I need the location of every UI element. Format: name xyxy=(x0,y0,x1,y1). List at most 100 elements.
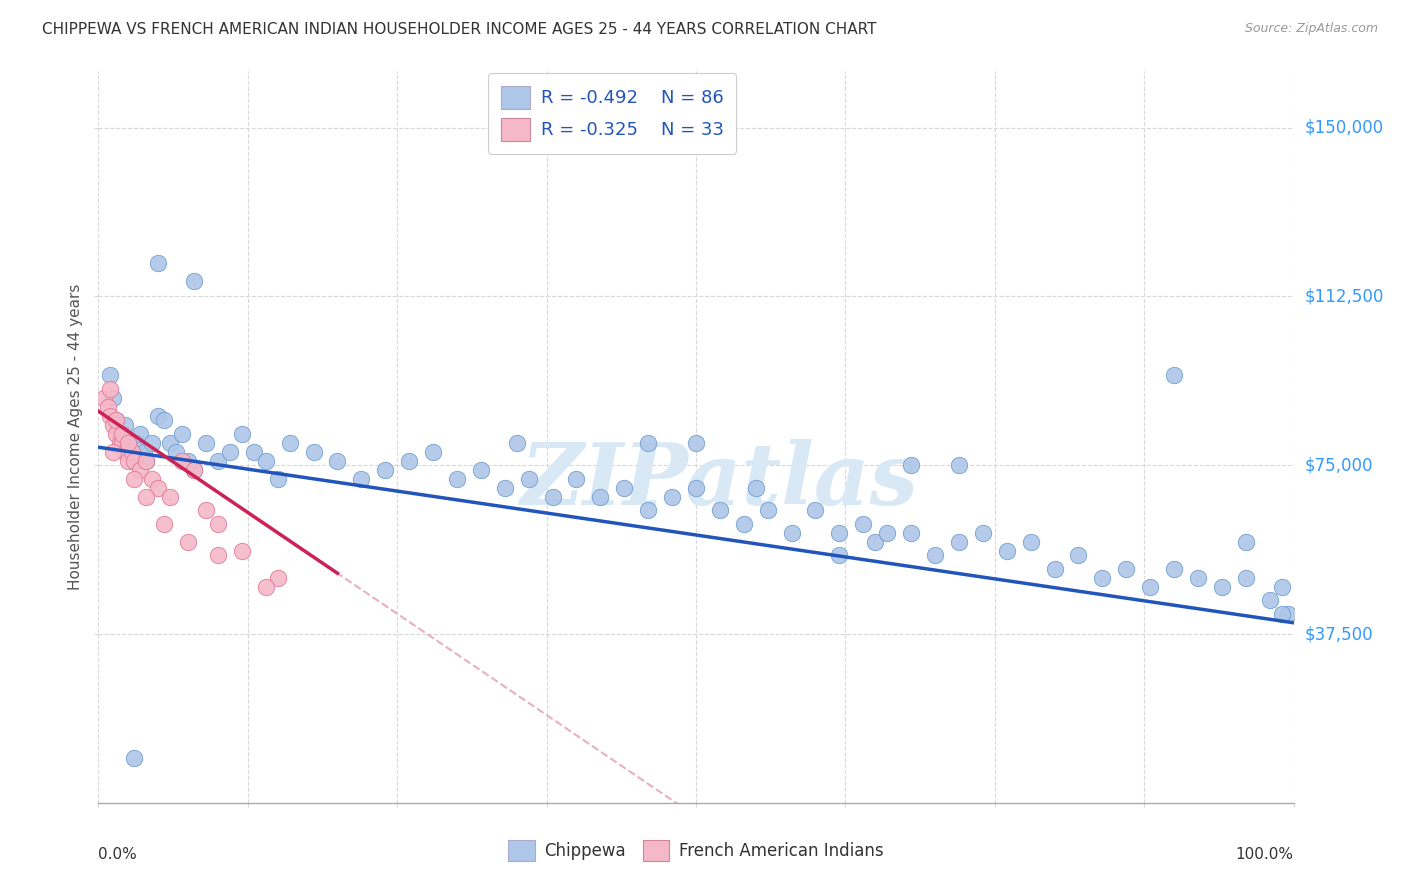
Point xyxy=(804,503,827,517)
Point xyxy=(98,382,122,396)
Point xyxy=(1234,534,1257,549)
Point xyxy=(709,503,731,517)
Point xyxy=(101,417,124,432)
Point xyxy=(105,413,128,427)
Point xyxy=(1163,562,1185,576)
Point xyxy=(972,525,994,540)
Point xyxy=(172,426,194,441)
Point xyxy=(254,580,277,594)
Point xyxy=(1043,562,1066,576)
Point xyxy=(350,472,373,486)
Point xyxy=(129,426,152,441)
Point xyxy=(207,453,229,467)
Text: $150,000: $150,000 xyxy=(1305,119,1384,136)
Point xyxy=(517,472,540,486)
Point xyxy=(153,516,176,531)
Point xyxy=(98,368,122,383)
Point xyxy=(135,490,157,504)
Text: ZIPatlas: ZIPatlas xyxy=(520,439,920,523)
Point xyxy=(111,426,134,441)
Point xyxy=(828,525,851,540)
Point xyxy=(111,435,134,450)
Point xyxy=(132,444,155,458)
Point xyxy=(589,490,612,504)
Point xyxy=(93,391,115,405)
Point xyxy=(1271,607,1294,621)
Point xyxy=(114,444,136,458)
Text: 100.0%: 100.0% xyxy=(1236,847,1294,862)
Point xyxy=(124,453,146,467)
Point xyxy=(852,516,875,531)
Point xyxy=(254,453,277,467)
Point xyxy=(183,463,205,477)
Point xyxy=(141,472,163,486)
Point xyxy=(97,400,120,414)
Point xyxy=(108,426,131,441)
Point xyxy=(117,435,139,450)
Point xyxy=(900,458,922,473)
Point xyxy=(243,444,266,458)
Point xyxy=(494,481,516,495)
Point xyxy=(422,444,444,458)
Point xyxy=(1139,580,1161,594)
Point xyxy=(995,543,1018,558)
Point xyxy=(101,444,124,458)
Text: CHIPPEWA VS FRENCH AMERICAN INDIAN HOUSEHOLDER INCOME AGES 25 - 44 YEARS CORRELA: CHIPPEWA VS FRENCH AMERICAN INDIAN HOUSE… xyxy=(42,22,877,37)
Point xyxy=(183,274,205,288)
Point xyxy=(661,490,683,504)
Point xyxy=(121,444,143,458)
Point xyxy=(148,481,170,495)
Point xyxy=(1258,593,1281,607)
Point xyxy=(111,435,134,450)
Point xyxy=(541,490,564,504)
Point xyxy=(685,435,707,450)
Point xyxy=(1019,534,1042,549)
Point xyxy=(828,548,851,562)
Point xyxy=(733,516,755,531)
Point xyxy=(148,255,170,269)
Point xyxy=(195,435,218,450)
Point xyxy=(1277,607,1299,621)
Point xyxy=(613,481,636,495)
Point xyxy=(159,435,181,450)
Point xyxy=(153,413,176,427)
Point xyxy=(685,481,707,495)
Text: 0.0%: 0.0% xyxy=(98,847,138,862)
Point xyxy=(302,444,325,458)
Point xyxy=(124,751,146,765)
Point xyxy=(948,458,970,473)
Point xyxy=(1187,571,1209,585)
Point xyxy=(231,426,253,441)
Point xyxy=(637,435,659,450)
Text: Source: ZipAtlas.com: Source: ZipAtlas.com xyxy=(1244,22,1378,36)
Point xyxy=(159,490,181,504)
Point xyxy=(1271,580,1294,594)
Point xyxy=(924,548,946,562)
Point xyxy=(108,435,131,450)
Point xyxy=(1234,571,1257,585)
Point xyxy=(231,543,253,558)
Point xyxy=(267,571,290,585)
Point xyxy=(398,453,420,467)
Point xyxy=(121,444,143,458)
Point xyxy=(129,463,152,477)
Point xyxy=(876,525,898,540)
Point xyxy=(141,435,163,450)
Point xyxy=(745,481,768,495)
Point xyxy=(177,453,200,467)
Point xyxy=(114,417,136,432)
Point xyxy=(135,453,157,467)
Point xyxy=(177,534,200,549)
Text: $37,500: $37,500 xyxy=(1305,625,1374,643)
Point xyxy=(267,472,290,486)
Point xyxy=(117,453,139,467)
Point xyxy=(165,444,187,458)
Point xyxy=(219,444,242,458)
Point xyxy=(1163,368,1185,383)
Point xyxy=(470,463,492,477)
Point xyxy=(125,435,148,450)
Point xyxy=(105,413,128,427)
Y-axis label: Householder Income Ages 25 - 44 years: Householder Income Ages 25 - 44 years xyxy=(67,284,83,591)
Point xyxy=(195,503,218,517)
Point xyxy=(374,463,396,477)
